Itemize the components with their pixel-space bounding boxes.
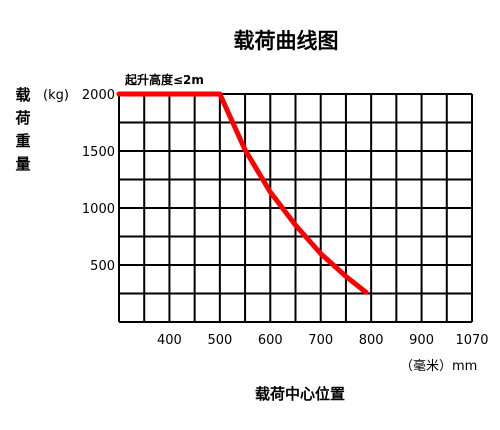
- x-tick-label: 800: [359, 333, 384, 348]
- chart-grid: [118, 93, 473, 323]
- x-tick-label: 900: [409, 333, 434, 348]
- y-axis-label-char: 荷: [15, 109, 30, 127]
- x-tick-label: 700: [308, 333, 333, 348]
- x-tick-labels: 400 500 600 700 800 900 1070: [157, 333, 489, 348]
- x-tick-label: 600: [258, 333, 283, 348]
- height-annotation: 起升高度≤2m: [124, 72, 204, 87]
- y-tick-labels: 500 1000 1500 2000: [82, 88, 115, 274]
- x-axis-unit: （毫米）mm: [400, 358, 477, 374]
- y-axis-label-char: 载: [15, 86, 30, 104]
- y-axis-unit: (kg): [43, 88, 69, 103]
- y-tick-label: 1500: [82, 145, 115, 160]
- y-axis-label-char: 量: [15, 155, 30, 173]
- x-axis-label: 载荷中心位置: [255, 385, 345, 403]
- y-axis-label-char: 重: [15, 132, 30, 150]
- x-tick-label: 500: [207, 333, 232, 348]
- chart-title: 载荷曲线图: [234, 29, 339, 53]
- load-curve-line: [116, 91, 369, 295]
- y-tick-label: 500: [90, 259, 115, 274]
- x-tick-label: 1070: [455, 333, 488, 348]
- y-tick-label: 2000: [82, 88, 115, 103]
- x-tick-label: 400: [157, 333, 182, 348]
- y-tick-label: 1000: [82, 202, 115, 217]
